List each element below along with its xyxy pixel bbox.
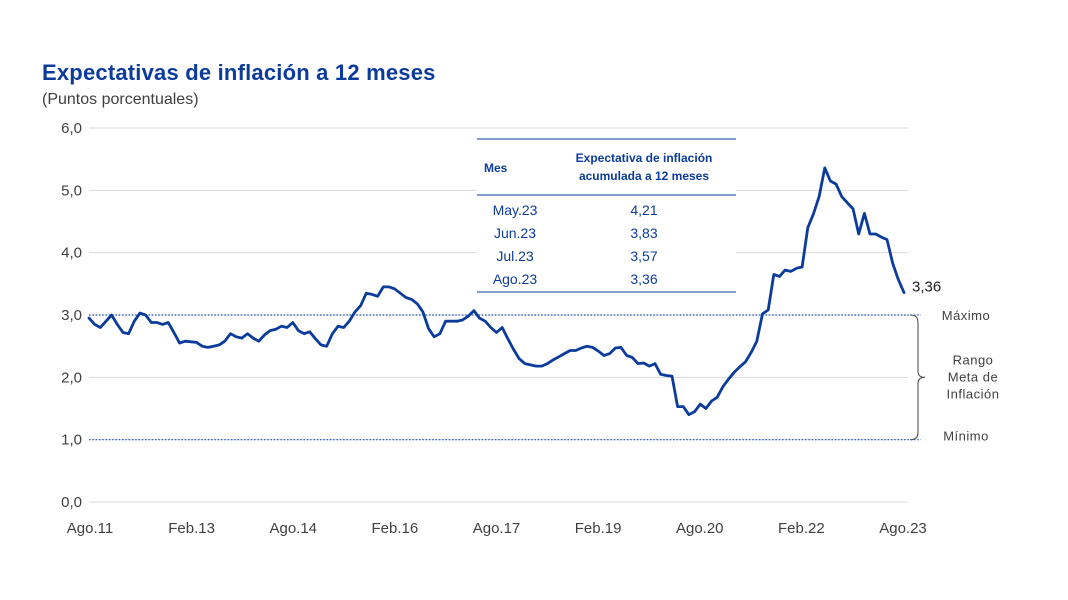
range-label-line-2: Meta de [948,369,998,384]
reference-lines [89,314,921,441]
x-tick-label: Feb.22 [778,520,825,537]
x-tick-label: Ago.14 [269,520,317,537]
series-line [87,166,906,417]
range-label-line-1: Rango [953,352,994,367]
table-cell-month: Jul.23 [496,248,534,264]
table-cell-month: Ago.23 [493,271,538,287]
y-tick-label: 4,0 [61,245,82,262]
last-value-label: 3,36 [912,279,941,296]
table-header-month: Mes [484,161,508,175]
table-cell-month: Jun.23 [494,225,536,241]
range-brace [909,314,926,441]
table-body: May.23 4,21 Jun.23 3,83 Jul.23 3,57 Ago.23 3,36 [493,202,658,287]
chart-title: Expectativas de inflación a 12 meses [42,60,436,85]
x-axis-ticks: Ago.11 Feb.13 Ago.14 Feb.16 Ago.17 Feb.19 Ago.… [67,520,927,537]
table-cell-value: 3,36 [630,271,657,287]
y-tick-label: 5,0 [61,182,82,199]
y-tick-label: 0,0 [61,494,82,511]
x-tick-label: Feb.13 [168,520,215,537]
y-tick-label: 3,0 [61,307,82,324]
max-label: Máximo [942,308,991,323]
y-tick-label: 6,0 [61,120,82,137]
table-cell-value: 3,57 [630,248,657,264]
min-label: Mínimo [943,429,989,444]
x-tick-label: Feb.19 [575,520,622,537]
chart-subtitle: (Puntos porcentuales) [42,91,199,108]
x-tick-label: Ago.23 [879,520,927,537]
expectations-table: Mes Expectativa de inflación acumulada a… [477,138,736,294]
table-cell-value: 4,21 [630,202,657,218]
table-header-expectation: Expectativa de inflación [576,151,713,165]
x-tick-label: Ago.20 [676,520,724,537]
y-axis-ticks: 0,0 1,0 2,0 3,0 4,0 5,0 6,0 [61,120,82,511]
table-header-expectation-2: acumulada a 12 meses [579,169,709,183]
table-cell-value: 3,83 [630,225,657,241]
x-tick-label: Feb.16 [372,520,419,537]
series [87,166,906,417]
table-cell-month: May.23 [493,202,538,218]
range-label-line-3: Inflación [947,386,1000,401]
x-tick-label: Ago.17 [473,520,521,537]
target-range-annotation: Máximo Mínimo Rango Meta de Inflación [909,308,1000,444]
y-tick-label: 1,0 [61,432,82,449]
x-tick-label: Ago.11 [67,520,113,537]
y-tick-label: 2,0 [61,369,82,386]
